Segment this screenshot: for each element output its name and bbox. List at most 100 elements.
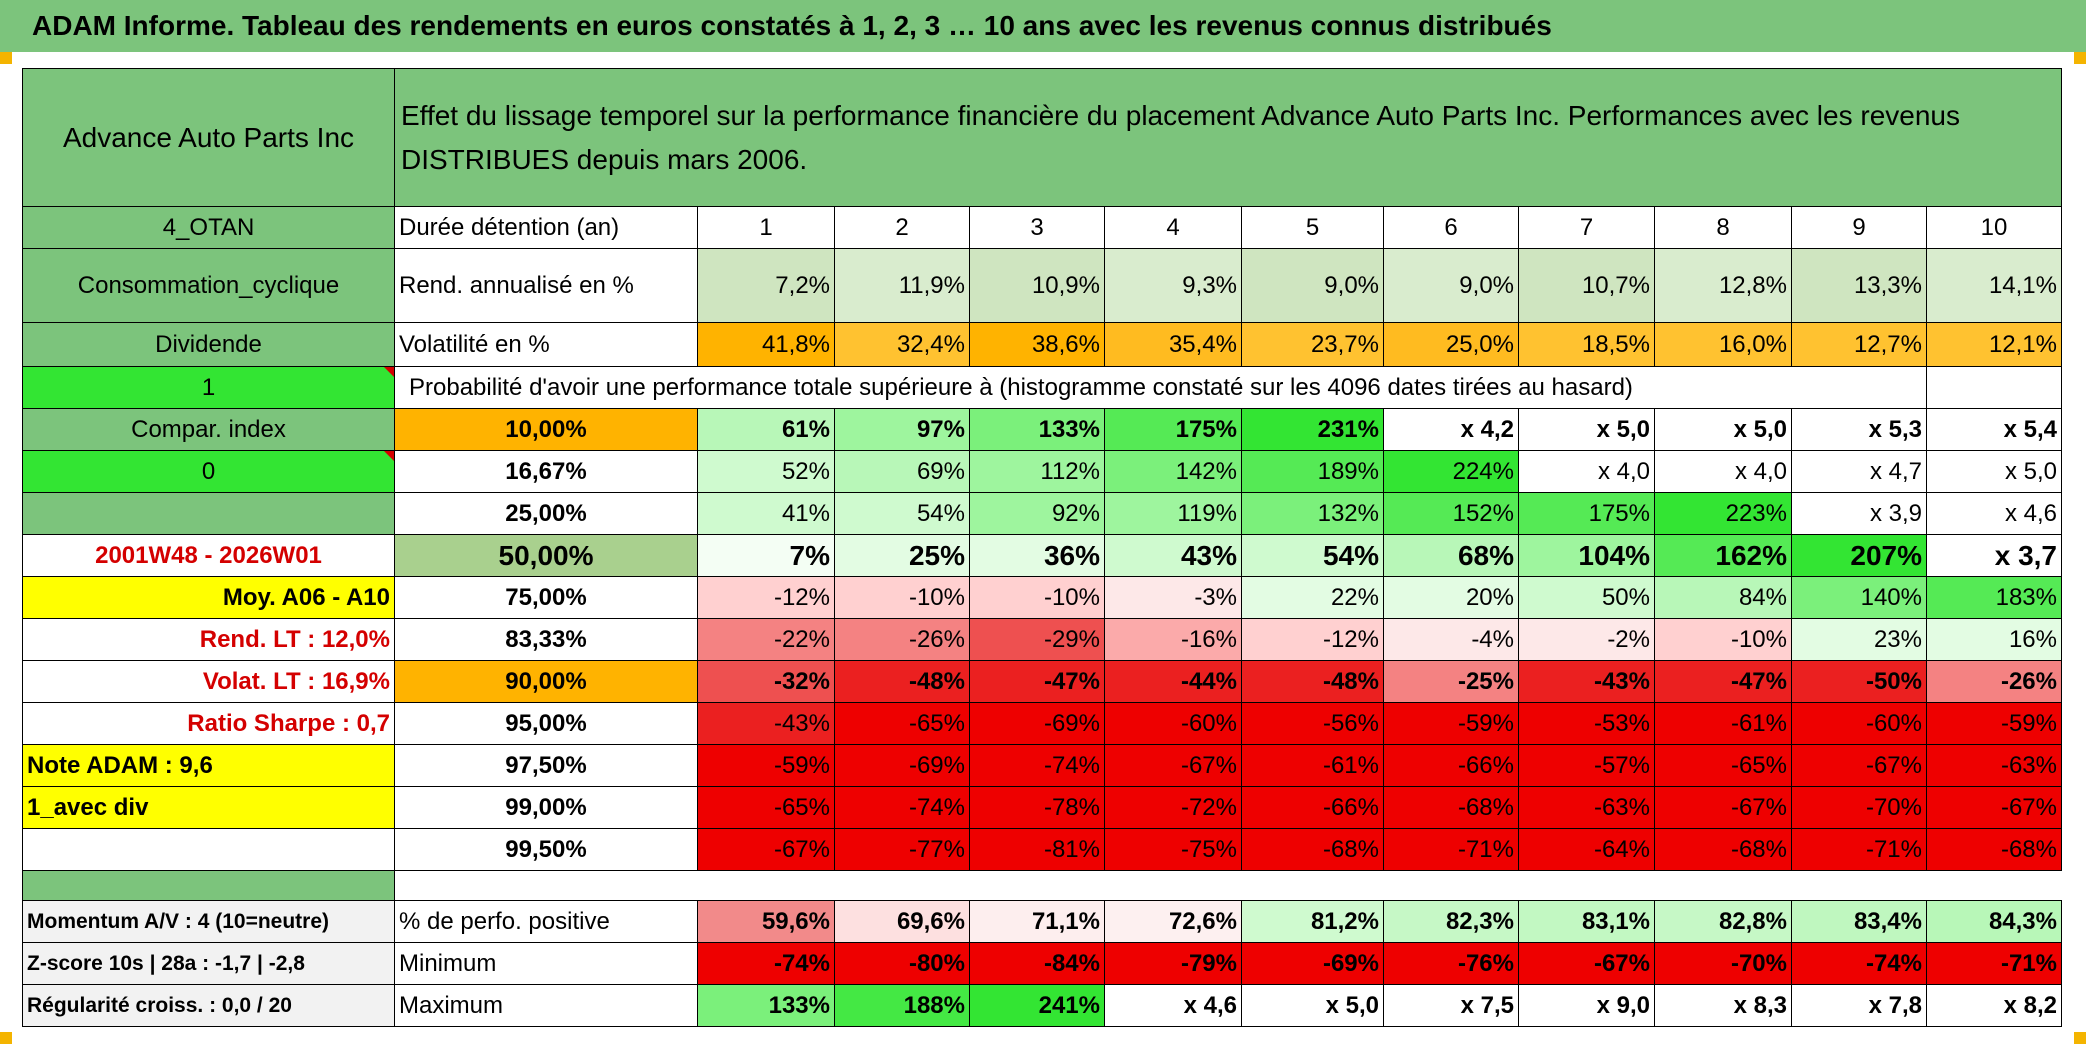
summary-value: -79% [1104,942,1242,985]
percentile-value: 36% [969,534,1105,577]
table-row: Note ADAM : 9,6 97,50% -59% -69% -74% -67% -61… [22,744,2062,787]
percentile-value: -26% [1926,660,2062,703]
table-row: Régularité croiss. : 0,0 / 20 Maximum 133%… [22,984,2062,1027]
percentile-value: -47% [1654,660,1792,703]
summary-value: -74% [1791,942,1927,985]
frame-corner-marker [2074,1032,2086,1044]
summary-value: -76% [1383,942,1519,985]
percentile-value: 41% [697,492,835,535]
percentile-value: 132% [1241,492,1384,535]
percentile-value: -25% [1383,660,1519,703]
description-line: Effet du lissage temporel sur la perform… [401,99,1960,131]
percentile-value: -65% [697,786,835,829]
volatility-value: 38,6% [969,322,1105,367]
frame-corner-marker [0,52,12,64]
table-row: Consommation_cyclique Rend. annualisé en … [22,248,2062,323]
percentile-value: -12% [1241,618,1384,661]
percentile-label: 50,00% [394,534,698,577]
summary-value: 84,3% [1926,900,2062,943]
summary-value: 83,1% [1518,900,1655,943]
percentile-value: -71% [1791,828,1927,871]
percentile-value: -44% [1104,660,1242,703]
row-label: Durée détention (an) [394,206,698,249]
duration-header: 2 [834,206,970,249]
summary-value: -84% [969,942,1105,985]
dividend-mode: 1_avec div [22,786,395,829]
percentile-value: 231% [1241,408,1384,451]
annual-return-value: 11,9% [834,248,970,323]
report-description: Effet du lissage temporel sur la perform… [394,68,2062,207]
summary-value: x 7,5 [1383,984,1519,1027]
annual-return-value: 10,9% [969,248,1105,323]
percentile-label: 83,33% [394,618,698,661]
volatility-value: 35,4% [1104,322,1242,367]
percentile-value: -29% [969,618,1105,661]
long-term-volatility: Volat. LT : 16,9% [22,660,395,703]
percentile-value: -65% [834,702,970,745]
annual-return-value: 7,2% [697,248,835,323]
percentile-value: -63% [1926,744,2062,787]
percentile-value: 207% [1791,534,1927,577]
table-row: 1_avec div 99,00% -65% -74% -78% -72% -66% -68%… [22,786,2062,829]
percentile-value: -65% [1654,744,1792,787]
percentile-value: 162% [1654,534,1792,577]
summary-value: 69,6% [834,900,970,943]
percentile-value: -22% [697,618,835,661]
percentile-value: -48% [834,660,970,703]
volatility-value: 32,4% [834,322,970,367]
sharpe-ratio: Ratio Sharpe : 0,7 [22,702,395,745]
percentile-value: 20% [1383,576,1519,619]
table-row: Rend. LT : 12,0% 83,33% -22% -26% -29% -16% -1… [22,618,2062,661]
row-label: Rend. annualisé en % [394,248,698,323]
percentile-value: x 5,0 [1654,408,1792,451]
percentile-value: -59% [697,744,835,787]
percentile-value: 224% [1383,450,1519,493]
summary-value: 81,2% [1241,900,1384,943]
percentile-value: -2% [1518,618,1655,661]
summary-value: 82,8% [1654,900,1792,943]
table-row: Volat. LT : 16,9% 90,00% -32% -48% -47% -44% -… [22,660,2062,703]
duration-header: 5 [1241,206,1384,249]
table-row: Momentum A/V : 4 (10=neutre)% de perfo. … [22,900,2062,943]
percentile-value: -57% [1518,744,1655,787]
percentile-label: 97,50% [394,744,698,787]
percentile-value: 175% [1518,492,1655,535]
flag-value: 1 [22,366,395,409]
percentile-value: 142% [1104,450,1242,493]
percentile-value: -68% [1241,828,1384,871]
volatility-value: 25,0% [1383,322,1519,367]
summary-value: 72,6% [1104,900,1242,943]
duration-header: 10 [1926,206,2062,249]
percentile-value: -12% [697,576,835,619]
table-cell [22,828,395,871]
percentile-value: -61% [1654,702,1792,745]
period-label: 2001W48 - 2026W01 [22,534,395,577]
percentile-value: 104% [1518,534,1655,577]
percentile-value: 69% [834,450,970,493]
summary-value: 241% [969,984,1105,1027]
percentile-value: x 5,4 [1926,408,2062,451]
table-row: Moy. A06 - A10 75,00% -12% -10% -10% -3% 22% 20… [22,576,2062,619]
percentile-value: 223% [1654,492,1792,535]
probability-caption: Probabilité d'avoir une performance tota… [394,366,1927,409]
summary-value: 133% [697,984,835,1027]
stock-name: Advance Auto Parts Inc [22,68,395,207]
percentile-value: -66% [1383,744,1519,787]
percentile-value: -59% [1926,702,2062,745]
percentile-value: -10% [834,576,970,619]
percentile-value: -47% [969,660,1105,703]
percentile-value: 112% [969,450,1105,493]
percentile-value: -60% [1104,702,1242,745]
percentile-value: -70% [1791,786,1927,829]
summary-value: x 8,2 [1926,984,2062,1027]
percentile-value: x 5,0 [1518,408,1655,451]
percentile-value: -71% [1383,828,1519,871]
percentile-label: 99,50% [394,828,698,871]
percentile-value: 23% [1791,618,1927,661]
percentile-value: -50% [1791,660,1927,703]
row-label: Volatilité en % [394,322,698,367]
table-row: Compar. index 10,00% 61% 97% 133% 175% 231% x 4… [22,408,2062,451]
annual-return-value: 14,1% [1926,248,2062,323]
table-row: 1 Probabilité d'avoir une performance tot… [22,366,2062,409]
annual-return-value: 10,7% [1518,248,1655,323]
